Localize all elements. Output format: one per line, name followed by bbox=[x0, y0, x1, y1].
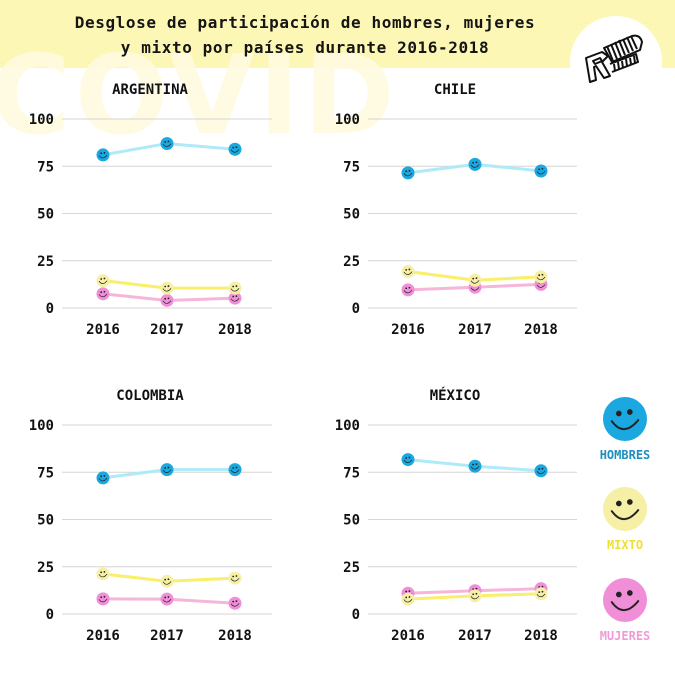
data-point-hombres bbox=[228, 142, 242, 156]
y-tick-label: 25 bbox=[37, 560, 54, 576]
panel-title: ARGENTINA bbox=[112, 82, 188, 98]
data-point-hombres bbox=[96, 471, 110, 485]
y-tick-label: 0 bbox=[46, 301, 54, 317]
panel-méxico: MÉXICO 0 25 50 75 100 2016 2017 2018 bbox=[335, 387, 577, 644]
data-point-hombres bbox=[468, 157, 482, 171]
legend-item-hombres: HOMBRES bbox=[590, 396, 660, 462]
x-tick-label: 2017 bbox=[150, 322, 184, 338]
data-point-hombres bbox=[160, 137, 174, 151]
y-tick-label: 25 bbox=[343, 254, 360, 270]
chart-title-line-2: y mixto por países durante 2016-2018 bbox=[120, 38, 490, 57]
chart-title: Desglose de participación de hombres, mu… bbox=[0, 10, 610, 60]
x-tick-label: 2016 bbox=[391, 322, 425, 338]
data-point-hombres bbox=[401, 453, 415, 467]
data-point-mixto bbox=[228, 571, 242, 585]
data-point-hombres bbox=[96, 148, 110, 162]
x-tick-label: 2018 bbox=[524, 628, 558, 644]
x-tick-label: 2018 bbox=[218, 322, 252, 338]
data-point-mujeres bbox=[96, 287, 110, 301]
panel-title: COLOMBIA bbox=[116, 388, 184, 404]
y-tick-label: 75 bbox=[37, 159, 54, 175]
data-point-mujeres bbox=[96, 592, 110, 606]
y-tick-label: 75 bbox=[343, 159, 360, 175]
data-point-mujeres bbox=[228, 596, 242, 610]
y-tick-label: 25 bbox=[343, 560, 360, 576]
legend-label-mixto: MIXTO bbox=[606, 538, 644, 552]
data-point-mixto bbox=[468, 273, 482, 287]
mixto-smiley-face-icon bbox=[603, 487, 647, 531]
data-point-mixto bbox=[534, 587, 548, 601]
chart-title-line-1: Desglose de participación de hombres, mu… bbox=[74, 13, 536, 32]
x-tick-label: 2017 bbox=[150, 628, 184, 644]
data-point-hombres bbox=[160, 463, 174, 477]
y-tick-label: 100 bbox=[335, 112, 360, 128]
y-tick-label: 0 bbox=[352, 607, 360, 623]
legend-item-mixto: MIXTO bbox=[590, 486, 660, 552]
y-tick-label: 50 bbox=[343, 513, 360, 529]
data-point-mujeres bbox=[228, 291, 242, 305]
legend-label-hombres: HOMBRES bbox=[599, 448, 651, 462]
data-point-mixto bbox=[534, 270, 548, 284]
y-tick-label: 50 bbox=[343, 207, 360, 223]
r-roller-logo-icon bbox=[585, 34, 643, 83]
mujeres-smiley-face-icon bbox=[603, 578, 647, 622]
legend-label-mujeres: MUJERES bbox=[599, 629, 651, 643]
y-tick-label: 50 bbox=[37, 513, 54, 529]
y-tick-label: 75 bbox=[343, 465, 360, 481]
data-point-hombres bbox=[534, 164, 548, 178]
data-point-mixto bbox=[96, 567, 110, 581]
data-point-mixto bbox=[96, 274, 110, 288]
panel-title: CHILE bbox=[434, 82, 476, 98]
panel-colombia: COLOMBIA 0 25 50 75 100 2016 2017 2018 bbox=[29, 388, 272, 644]
data-point-hombres bbox=[468, 459, 482, 473]
x-tick-label: 2017 bbox=[458, 322, 492, 338]
y-tick-label: 75 bbox=[37, 465, 54, 481]
x-tick-label: 2018 bbox=[524, 322, 558, 338]
x-tick-label: 2016 bbox=[86, 322, 120, 338]
x-tick-label: 2016 bbox=[86, 628, 120, 644]
hombres-smiley-face-icon bbox=[603, 397, 647, 441]
y-tick-label: 100 bbox=[29, 112, 54, 128]
legend-item-mujeres: MUJERES bbox=[590, 577, 660, 643]
data-point-hombres bbox=[534, 464, 548, 478]
data-point-hombres bbox=[401, 166, 415, 180]
x-tick-label: 2018 bbox=[218, 628, 252, 644]
x-tick-label: 2017 bbox=[458, 628, 492, 644]
data-point-mixto bbox=[228, 281, 242, 295]
panel-chile: CHILE 0 25 50 75 100 2016 2017 2018 bbox=[335, 82, 577, 338]
header-band bbox=[0, 0, 675, 68]
y-tick-label: 25 bbox=[37, 254, 54, 270]
data-point-mixto bbox=[468, 589, 482, 603]
data-point-mixto bbox=[160, 574, 174, 588]
y-tick-label: 0 bbox=[352, 301, 360, 317]
x-tick-label: 2016 bbox=[391, 628, 425, 644]
background-watermark: COVID bbox=[0, 31, 399, 159]
y-tick-label: 0 bbox=[46, 607, 54, 623]
panel-argentina: ARGENTINA 0 25 50 75 100 2016 2017 2018 bbox=[29, 82, 272, 338]
data-point-mujeres bbox=[401, 283, 415, 297]
y-tick-label: 100 bbox=[335, 418, 360, 434]
data-point-mixto bbox=[160, 281, 174, 295]
data-point-mujeres bbox=[160, 293, 174, 307]
data-point-hombres bbox=[228, 463, 242, 477]
data-point-mixto bbox=[401, 265, 415, 279]
y-tick-label: 50 bbox=[37, 207, 54, 223]
data-point-mujeres bbox=[160, 592, 174, 606]
y-tick-label: 100 bbox=[29, 418, 54, 434]
data-point-mixto bbox=[401, 592, 415, 606]
panel-title: MÉXICO bbox=[430, 387, 481, 404]
